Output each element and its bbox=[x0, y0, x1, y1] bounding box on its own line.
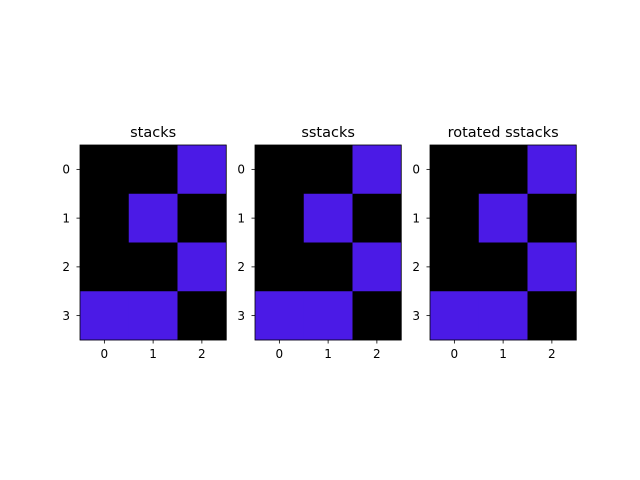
heatmap-cell bbox=[430, 193, 480, 243]
heatmap-cell bbox=[527, 145, 577, 195]
heatmap-cell bbox=[352, 145, 402, 195]
heatmap-cell bbox=[255, 193, 305, 243]
y-tick-label: 0 bbox=[237, 163, 245, 177]
heatmap-cell bbox=[80, 291, 130, 341]
y-tick-label: 1 bbox=[62, 211, 70, 225]
y-tick-label: 2 bbox=[237, 260, 245, 274]
y-tick-label: 0 bbox=[412, 163, 420, 177]
x-tick-label: 1 bbox=[149, 347, 157, 361]
heatmap-cell bbox=[128, 145, 178, 195]
heatmap-panel-3: rotated sstacks 0 1 2 0 1 2 3 bbox=[412, 125, 577, 361]
heatmap-cell bbox=[128, 242, 178, 292]
heatmap-panel-2: sstacks 0 1 2 0 1 2 3 bbox=[237, 125, 402, 361]
heatmap-cell bbox=[430, 145, 480, 195]
y-tick-label: 2 bbox=[62, 260, 70, 274]
y-tick-label: 3 bbox=[412, 309, 420, 323]
heatmap-cell bbox=[80, 145, 130, 195]
x-tick-label: 2 bbox=[548, 347, 556, 361]
heatmap-cell bbox=[303, 193, 353, 243]
heatmap-cell bbox=[303, 291, 353, 341]
x-tick-label: 2 bbox=[373, 347, 381, 361]
heatmap-cell bbox=[478, 193, 528, 243]
heatmap-cell bbox=[128, 291, 178, 341]
heatmap-cell bbox=[478, 242, 528, 292]
heatmap-panel-1: stacks 0 1 2 0 1 2 3 bbox=[62, 125, 227, 361]
y-tick-label: 1 bbox=[237, 211, 245, 225]
heatmap-cell bbox=[352, 242, 402, 292]
x-tick-label: 0 bbox=[451, 347, 459, 361]
heatmap-cell bbox=[303, 242, 353, 292]
heatmap-cell bbox=[177, 193, 227, 243]
heatmap-cell bbox=[430, 242, 480, 292]
x-tick-label: 2 bbox=[198, 347, 206, 361]
chart-title: stacks bbox=[130, 125, 176, 141]
heatmap-cell bbox=[255, 291, 305, 341]
y-tick-label: 0 bbox=[62, 163, 70, 177]
heatmap-cell bbox=[352, 193, 402, 243]
heatmap-cell bbox=[527, 242, 577, 292]
x-tick-label: 0 bbox=[101, 347, 109, 361]
y-tick-label: 1 bbox=[412, 211, 420, 225]
chart-title: sstacks bbox=[301, 125, 355, 141]
heatmap-cell bbox=[80, 242, 130, 292]
heatmap-cell bbox=[527, 193, 577, 243]
y-tick-label: 3 bbox=[62, 309, 70, 323]
heatmap-cell bbox=[527, 291, 577, 341]
heatmap-cell bbox=[352, 291, 402, 341]
heatmap-cell bbox=[478, 291, 528, 341]
chart-title: rotated sstacks bbox=[448, 125, 559, 141]
x-tick-label: 0 bbox=[276, 347, 284, 361]
x-tick-label: 1 bbox=[324, 347, 332, 361]
heatmap-cell bbox=[430, 291, 480, 341]
heatmap-cell bbox=[255, 242, 305, 292]
heatmap-cell bbox=[478, 145, 528, 195]
y-tick-label: 3 bbox=[237, 309, 245, 323]
heatmap-cell bbox=[80, 193, 130, 243]
y-tick-label: 2 bbox=[412, 260, 420, 274]
x-tick-label: 1 bbox=[499, 347, 507, 361]
heatmap-cell bbox=[303, 145, 353, 195]
heatmap-cell bbox=[128, 193, 178, 243]
heatmap-cell bbox=[177, 145, 227, 195]
heatmap-cell bbox=[177, 291, 227, 341]
heatmap-cell bbox=[255, 145, 305, 195]
heatmap-cell bbox=[177, 242, 227, 292]
